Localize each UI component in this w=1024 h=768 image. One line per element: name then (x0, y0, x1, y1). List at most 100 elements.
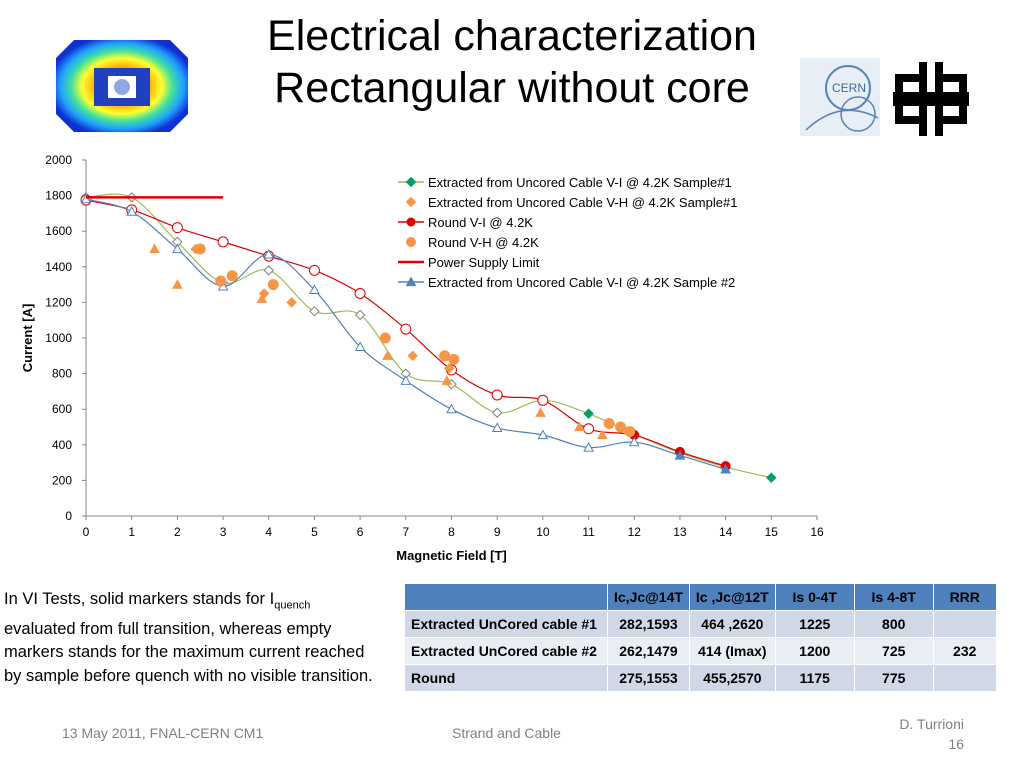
series-1-line (85, 193, 772, 479)
series-4-point (603, 417, 615, 429)
legend-marker (405, 176, 417, 188)
legend-label: Power Supply Limit (428, 255, 540, 270)
y-tick-label: 800 (52, 367, 72, 381)
table-header-cell (404, 583, 608, 611)
title-line-2: Rectangular without core (274, 64, 750, 112)
legend-label: Extracted from Uncored Cable V-H @ 4.2K … (428, 195, 737, 210)
y-tick-label: 1800 (45, 189, 72, 203)
x-tick-label: 11 (582, 525, 595, 539)
series-6-point (720, 463, 731, 474)
x-tick-label: 9 (494, 525, 501, 539)
cern-logo: CERN (800, 58, 880, 136)
series-2-point (444, 363, 455, 374)
table-cell: 262,1479 (607, 637, 690, 665)
results-table: Ic,Jc@14T Ic ,Jc@12T Is 0-4T Is 4-8T RRR… (404, 583, 997, 692)
y-tick-label: 600 (52, 402, 72, 416)
x-tick-label: 7 (402, 525, 409, 539)
table-header-row: Ic,Jc@14T Ic ,Jc@12T Is 0-4T Is 4-8T RRR (404, 583, 997, 611)
x-tick-label: 16 (810, 525, 824, 539)
series-6-point (583, 441, 594, 452)
y-axis-label: Current [A] (20, 304, 35, 373)
y-tick-label: 2000 (45, 153, 72, 167)
series-2-triangle (535, 407, 546, 417)
slide-title: Electrical characterization Rectangular … (180, 10, 844, 114)
series-4-point (379, 332, 391, 344)
title-line-1: Electrical characterization (267, 12, 757, 60)
table-cell: 232 (932, 637, 997, 665)
y-tick-label: 1600 (45, 224, 72, 238)
table-header-cell: Ic ,Jc@12T (688, 583, 776, 611)
y-tick-label: 0 (65, 509, 72, 523)
x-tick-label: 13 (673, 525, 687, 539)
series-6-point (674, 449, 686, 460)
table-cell: 464 ,2620 (688, 610, 776, 638)
series-3-point (354, 288, 366, 299)
series-1-point (766, 472, 777, 483)
series-2-triangle (574, 421, 585, 432)
series-1-point (491, 407, 503, 418)
table-cell (932, 664, 997, 692)
series-1-point (354, 309, 366, 321)
x-tick-label: 10 (536, 525, 550, 539)
table-header-cell: Is 0-4T (774, 583, 855, 611)
legend-label: Extracted from Uncored Cable V-I @ 4.2K … (428, 175, 732, 190)
footer-author: D. Turrioni (899, 716, 964, 732)
table-cell: Extracted UnCored cable #1 (404, 610, 608, 638)
series-3-point (171, 222, 183, 234)
cern-logo-text: CERN (832, 81, 866, 95)
x-tick-label: 12 (628, 525, 642, 539)
series-1-point (263, 265, 274, 276)
table-header-cell: Is 4-8T (853, 583, 934, 611)
legend-marker (405, 276, 417, 287)
x-tick-label: 1 (128, 525, 135, 539)
footer-topic: Strand and Cable (452, 725, 561, 741)
series-2-triangle (256, 293, 268, 303)
note-part-1: In VI Tests, solid markers stands for I (4, 590, 275, 608)
series-4-point (448, 353, 460, 365)
table-row: Round 275,1553 455,2570 1175 775 (404, 664, 997, 692)
table-header-cell: RRR (932, 583, 997, 611)
table-cell: 1225 (774, 610, 855, 638)
series-2-triangle (149, 243, 160, 254)
table-cell: 775 (853, 664, 934, 692)
series-6-point (628, 436, 640, 447)
legend-label: Round V-H @ 4.2K (428, 235, 539, 250)
x-tick-label: 2 (174, 525, 181, 539)
series-2-point (286, 297, 297, 308)
x-tick-label: 8 (448, 525, 455, 539)
x-tick-label: 6 (357, 525, 364, 539)
table-cell: 1175 (774, 664, 855, 692)
note-part-2: evaluated from full transition, whereas … (4, 619, 373, 685)
table-cell: 1200 (774, 637, 855, 665)
series-6-point (354, 341, 366, 351)
series-2-point (407, 350, 418, 362)
table-row: Extracted UnCored cable #1 282,1593 464 … (404, 610, 997, 638)
table-cell: 455,2570 (688, 664, 776, 692)
series-4-point (624, 425, 636, 437)
series-2-triangle (596, 429, 608, 440)
x-tick-label: 3 (220, 525, 227, 539)
fermilab-logo (893, 62, 969, 136)
legend-marker (405, 196, 417, 208)
x-tick-label: 5 (311, 525, 318, 539)
series-6-point (309, 284, 320, 295)
legend-label: Round V-I @ 4.2K (428, 215, 533, 230)
legend-marker (406, 237, 416, 247)
series-3-point (583, 423, 595, 435)
legend-label: Extracted from Uncored Cable V-I @ 4.2K … (428, 275, 735, 290)
table-cell: 275,1553 (607, 664, 690, 692)
series-3-point (491, 389, 503, 401)
series-3-point (400, 323, 412, 335)
x-tick-label: 0 (83, 525, 90, 539)
series-3-point (308, 264, 320, 276)
series-1-point (583, 408, 594, 419)
legend-marker (406, 217, 416, 227)
series-4-point (226, 270, 238, 282)
y-tick-label: 200 (52, 473, 72, 487)
table-cell: 414 (Imax) (688, 637, 776, 665)
y-tick-label: 1400 (45, 260, 72, 274)
series-4-point (267, 279, 279, 291)
note-subscript: quench (274, 599, 311, 612)
table-cell: 800 (853, 610, 934, 638)
table-cell: Round (404, 664, 608, 692)
